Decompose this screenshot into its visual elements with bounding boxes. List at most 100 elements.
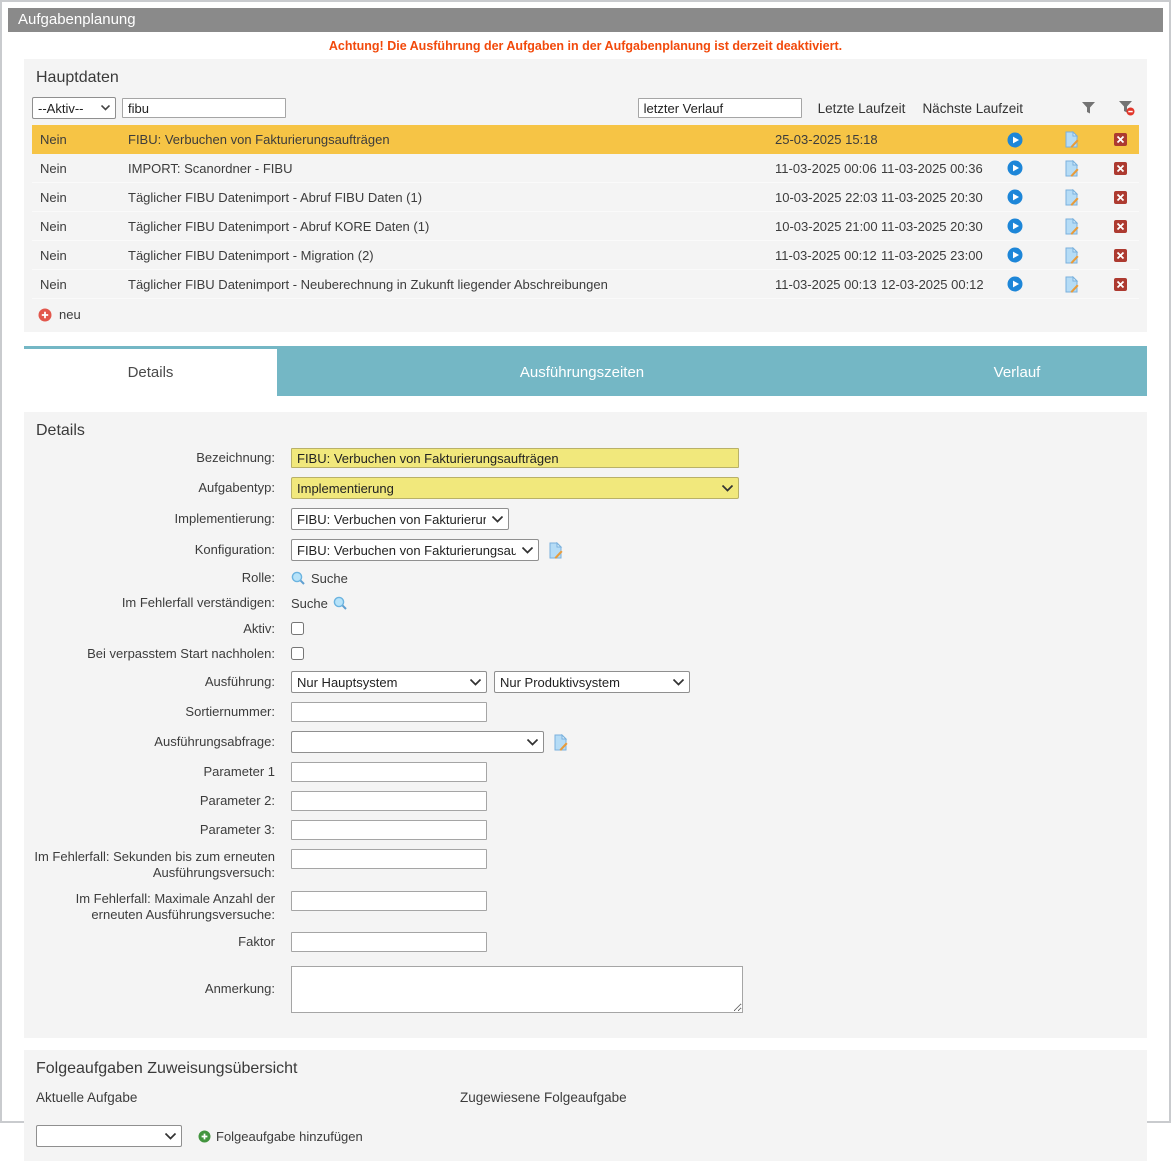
faktor-input[interactable]: [291, 932, 487, 952]
run-task-button[interactable]: [1007, 276, 1023, 292]
tab-ausfuehrungszeiten[interactable]: Ausführungszeiten: [519, 364, 645, 381]
fehlerfall-search-link[interactable]: Suche: [291, 596, 348, 611]
table-row[interactable]: Nein FIBU: Verbuchen von Fakturierungsau…: [32, 125, 1139, 154]
delete-task-button[interactable]: [1113, 161, 1127, 175]
edit-task-button[interactable]: [1064, 275, 1080, 293]
folgeaufgaben-panel: Folgeaufgaben Zuweisungsübersicht Aktuel…: [24, 1050, 1147, 1161]
document-pencil-icon: [1065, 131, 1079, 148]
edit-task-button[interactable]: [1064, 159, 1080, 177]
table-row[interactable]: Nein Täglicher FIBU Datenimport - Migrat…: [32, 241, 1139, 270]
delete-task-button[interactable]: [1113, 133, 1127, 146]
ausfuehrung-umgebung-select[interactable]: Nur Produktivsystem: [494, 671, 690, 693]
row-naechste-laufzeit: 12-03-2025 00:12: [881, 276, 984, 292]
row-aktiv: Nein: [40, 218, 67, 234]
run-task-button[interactable]: [1007, 218, 1023, 234]
folgeaufgaben-heading: Folgeaufgaben Zuweisungsübersicht: [36, 1060, 298, 1077]
chevron-down-icon: [165, 1132, 176, 1140]
bezeichnung-label: Bezeichnung:: [196, 449, 275, 465]
row-aktiv: Nein: [40, 189, 67, 205]
rolle-search-label: Suche: [311, 570, 348, 586]
table-filter-row: --Aktiv-- Letzte Laufzeit Nächste Laufze…: [32, 95, 1139, 121]
red-x-box-icon: [1113, 161, 1127, 175]
nachholen-checkbox[interactable]: [291, 647, 304, 661]
tab-verlauf[interactable]: Verlauf: [993, 364, 1041, 381]
row-name: Täglicher FIBU Datenimport - Abruf FIBU …: [128, 189, 423, 205]
magnifier-icon: [333, 596, 347, 610]
implementierung-label: Implementierung:: [174, 510, 275, 526]
new-task-button[interactable]: neu: [38, 307, 1139, 322]
row-name: Täglicher FIBU Datenimport - Neuberechnu…: [128, 276, 608, 292]
run-task-button[interactable]: [1007, 132, 1023, 148]
delete-task-button[interactable]: [1113, 219, 1127, 233]
sortiernummer-input[interactable]: [291, 702, 487, 722]
parameter3-input[interactable]: [291, 820, 487, 840]
chevron-down-icon: [492, 515, 503, 523]
edit-task-button[interactable]: [1064, 188, 1080, 206]
run-task-button[interactable]: [1007, 160, 1023, 176]
ausfuehrung-label: Ausführung:: [204, 673, 275, 689]
table-row[interactable]: Nein Täglicher FIBU Datenimport - Abruf …: [32, 212, 1139, 241]
edit-task-button[interactable]: [1064, 217, 1080, 235]
details-heading: Details: [36, 422, 85, 439]
ausfuehrungsabfrage-select[interactable]: [291, 731, 544, 753]
chevron-down-icon: [673, 678, 684, 686]
row-letzte-laufzeit: 11-03-2025 00:12: [775, 247, 877, 263]
verlauf-filter-input[interactable]: [637, 98, 802, 118]
anmerkung-textarea[interactable]: [291, 966, 743, 1013]
fehlerfall-sekunden-input[interactable]: [291, 849, 487, 869]
implementierung-value: FIBU: Verbuchen von Fakturierur: [297, 511, 486, 527]
implementierung-select[interactable]: FIBU: Verbuchen von Fakturierur: [291, 508, 509, 530]
run-task-button[interactable]: [1007, 247, 1023, 263]
delete-task-button[interactable]: [1113, 248, 1127, 262]
konfiguration-select[interactable]: FIBU: Verbuchen von Fakturierungsau: [291, 539, 539, 561]
parameter3-label: Parameter 3:: [199, 821, 275, 837]
aufgabentyp-label: Aufgabentyp:: [198, 479, 275, 495]
rolle-label: Rolle:: [241, 570, 275, 585]
edit-ausfuehrungsabfrage-button[interactable]: [553, 733, 569, 751]
aktiv-checkbox[interactable]: [291, 622, 304, 636]
run-task-button[interactable]: [1007, 189, 1023, 205]
filter-remove-button[interactable]: [1118, 100, 1135, 116]
rolle-search-link[interactable]: Suche: [291, 571, 348, 586]
parameter1-input[interactable]: [291, 762, 487, 782]
fehlerfall-search-label: Suche: [291, 595, 328, 611]
bezeichnung-input[interactable]: [291, 448, 739, 468]
row-aktiv: Nein: [40, 276, 67, 292]
edit-task-button[interactable]: [1064, 246, 1080, 264]
add-folgeaufgabe-button[interactable]: Folgeaufgabe hinzufügen: [198, 1129, 363, 1144]
edit-konfiguration-button[interactable]: [548, 541, 564, 559]
row-name: IMPORT: Scanordner - FIBU: [128, 160, 293, 176]
add-folgeaufgabe-label: Folgeaufgabe hinzufügen: [216, 1128, 363, 1144]
row-aktiv: Nein: [40, 132, 67, 147]
ausfuehrung-system-select[interactable]: Nur Hauptsystem: [291, 671, 487, 693]
folgeaufgabe-select[interactable]: [36, 1125, 182, 1147]
konfiguration-value: FIBU: Verbuchen von Fakturierungsau: [297, 542, 516, 558]
sortiernummer-label: Sortiernummer:: [185, 703, 275, 719]
red-x-box-icon: [1113, 248, 1127, 262]
fehlerfall-verstaendigen-label: Im Fehlerfall verständigen:: [121, 595, 275, 611]
column-aktuelle-aufgabe: Aktuelle Aufgabe: [36, 1090, 138, 1105]
red-plus-circle-icon: [38, 308, 52, 321]
filter-apply-button[interactable]: [1081, 101, 1096, 115]
table-row[interactable]: Nein Täglicher FIBU Datenimport - Abruf …: [32, 183, 1139, 212]
delete-task-button[interactable]: [1113, 277, 1127, 291]
aktiv-filter-select[interactable]: --Aktiv--: [32, 97, 116, 119]
faktor-label: Faktor: [238, 933, 275, 949]
parameter2-label: Parameter 2:: [199, 792, 275, 808]
table-row[interactable]: Nein IMPORT: Scanordner - FIBU 11-03-202…: [32, 154, 1139, 183]
magnifier-icon: [291, 571, 305, 585]
row-name: Täglicher FIBU Datenimport - Migration (…: [128, 247, 374, 263]
chevron-down-icon: [101, 105, 110, 111]
document-pencil-icon: [549, 541, 563, 559]
funnel-icon: [1082, 102, 1095, 114]
fehlerfall-anzahl-input[interactable]: [291, 890, 487, 911]
parameter2-input[interactable]: [291, 791, 487, 811]
ausfuehrung-umgebung-value: Nur Produktivsystem: [500, 674, 620, 690]
row-letzte-laufzeit: 11-03-2025 00:13: [775, 276, 877, 292]
name-filter-input[interactable]: [122, 98, 286, 118]
edit-task-button[interactable]: [1064, 131, 1080, 148]
table-row[interactable]: Nein Täglicher FIBU Datenimport - Neuber…: [32, 270, 1139, 299]
delete-task-button[interactable]: [1113, 190, 1127, 204]
aufgabentyp-select[interactable]: Implementierung: [291, 477, 739, 499]
tab-details[interactable]: Details: [24, 349, 277, 396]
